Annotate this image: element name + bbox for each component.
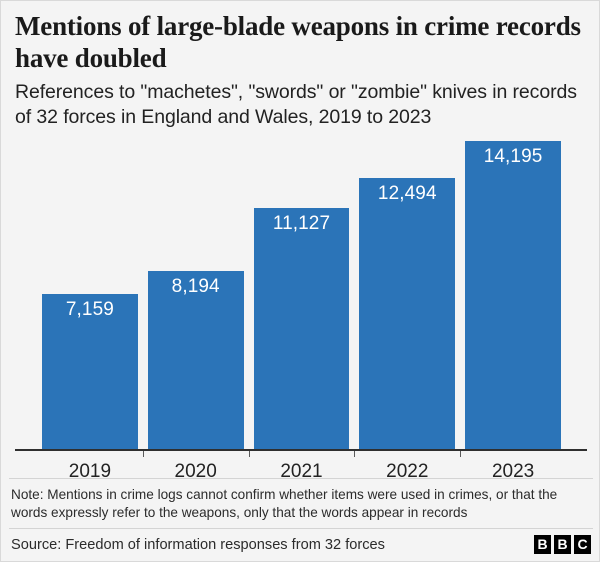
bbc-logo-letter-2: C	[574, 535, 591, 554]
x-tick-label-2022: 2022	[386, 461, 429, 482]
chart-header: Mentions of large-blade weapons in crime…	[1, 1, 599, 130]
x-tick-label-2020: 2020	[174, 461, 217, 482]
bar-2019[interactable]: 7,159	[42, 293, 138, 449]
x-tick-label-2019: 2019	[68, 461, 112, 482]
x-axis-line	[15, 449, 587, 451]
bar-column: 14,195	[465, 141, 561, 449]
bar-value-label: 12,494	[377, 182, 437, 204]
chart-plot-area: 7,159 8,194 11,127 12,494 14,195 2019 2020 202…	[1, 141, 599, 486]
axis-tick	[248, 451, 250, 457]
chart-footer: Note: Mentions in crime logs cannot conf…	[1, 478, 599, 561]
note-divider	[9, 478, 593, 479]
chart-note: Note: Mentions in crime logs cannot conf…	[11, 487, 558, 520]
axis-tick	[460, 451, 462, 457]
bar-2022[interactable]: 12,494	[359, 177, 456, 449]
source-row: Source: Freedom of information responses…	[1, 529, 599, 561]
x-tick-label-2021: 2021	[280, 461, 323, 482]
page-title: Mentions of large-blade weapons in crime…	[15, 11, 581, 73]
x-tick-label-2023: 2023	[491, 461, 535, 482]
bbc-logo-letter-1: B	[554, 535, 571, 554]
chart-source: Source: Freedom of information responses…	[11, 536, 385, 553]
bar-value-label: 7,159	[65, 298, 114, 320]
bar-2021[interactable]: 11,127	[253, 207, 350, 449]
bar-2020[interactable]: 8,194	[147, 271, 244, 449]
bar-value-label: 8,194	[171, 276, 220, 298]
chart-subtitle: References to "machetes", "swords" or "z…	[15, 81, 577, 128]
bar-series: 7,159 8,194 11,127 12,494 14,195	[42, 141, 561, 449]
x-axis-ticks	[42, 451, 561, 457]
x-axis-labels: 2019 2020 2021 2022 2023	[42, 461, 561, 483]
bar-column: 12,494	[359, 141, 456, 449]
bar-column: 7,159	[42, 141, 138, 449]
source-divider	[9, 528, 593, 529]
bar-column: 11,127	[253, 141, 350, 449]
bar-2023[interactable]: 14,195	[465, 141, 561, 449]
axis-tick	[142, 451, 144, 457]
bar-column: 8,194	[147, 141, 244, 449]
bar-value-label: 11,127	[272, 212, 331, 234]
axis-tick	[354, 451, 356, 457]
bar-value-label: 14,195	[483, 146, 543, 167]
bbc-logo-letter-0: B	[534, 535, 551, 554]
